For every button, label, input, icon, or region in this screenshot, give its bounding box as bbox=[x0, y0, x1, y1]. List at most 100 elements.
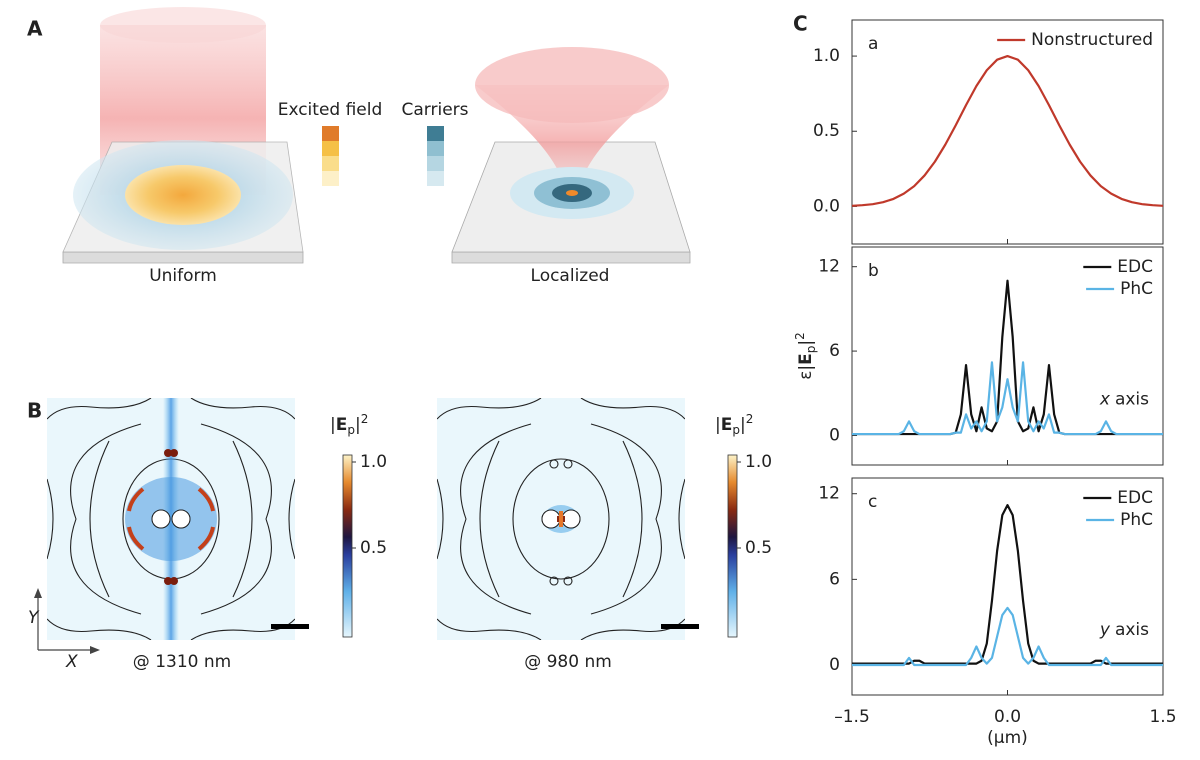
plot-frame bbox=[851, 477, 1164, 696]
uniform-illustration-part bbox=[100, 7, 266, 43]
legend-swatches-part bbox=[322, 141, 339, 156]
legend-label: Nonstructured bbox=[1031, 30, 1153, 50]
colorbar bbox=[342, 454, 353, 638]
colorbar-title-part: 2 bbox=[361, 412, 369, 426]
legend-label: EDC bbox=[1117, 488, 1153, 508]
legend-swatches-part bbox=[322, 171, 339, 186]
annotation-text: axis bbox=[1115, 620, 1149, 640]
y-tick-label: 0.5 bbox=[813, 121, 840, 141]
y-axis-label-part: 2 bbox=[793, 332, 807, 340]
legend-swatches-part bbox=[427, 141, 444, 156]
colorbar bbox=[727, 454, 738, 638]
data-line bbox=[851, 54, 1164, 207]
field-map-part bbox=[559, 511, 563, 527]
uniform-illustration-part bbox=[125, 165, 241, 225]
axis-arrows-part bbox=[34, 588, 100, 654]
colorbar-title-part: | bbox=[715, 415, 721, 435]
y-tick-label: 0 bbox=[829, 425, 840, 445]
colorbar-tick-label: 1.0 bbox=[745, 452, 772, 472]
caption: Uniform bbox=[149, 266, 217, 286]
y-tick-label: 12 bbox=[818, 257, 840, 277]
annotation-text: axis bbox=[1115, 390, 1149, 410]
panel-letter: A bbox=[27, 17, 43, 41]
colorbar-title: |Ep|2 bbox=[330, 412, 368, 437]
caption: @ 1310 nm bbox=[133, 652, 231, 672]
y-tick-label: 0 bbox=[829, 655, 840, 675]
y-axis-label: ε|Ep|2 bbox=[793, 332, 818, 380]
colorbar-tick-label: 1.0 bbox=[360, 452, 387, 472]
y-tick-label: 6 bbox=[829, 569, 840, 589]
legend-swatches-part bbox=[322, 126, 339, 141]
x-axis-label: (μm) bbox=[987, 728, 1028, 748]
panel-letter: B bbox=[27, 399, 42, 423]
field-map bbox=[47, 398, 309, 640]
uniform-illustration-part bbox=[62, 251, 304, 264]
subplot-label: a bbox=[868, 34, 878, 54]
annotation-variable: y bbox=[1099, 620, 1111, 640]
annotation-variable: x bbox=[1099, 390, 1111, 410]
legend-label: EDC bbox=[1117, 257, 1153, 277]
colorbar-title-part: p bbox=[347, 423, 355, 437]
field-map-part bbox=[549, 459, 559, 469]
localized-illustration-part bbox=[475, 47, 669, 123]
legend-swatches-part bbox=[427, 171, 444, 186]
plot-frame bbox=[851, 19, 1164, 245]
field-map-part bbox=[125, 477, 217, 561]
field-map bbox=[437, 398, 699, 640]
x-tick-label: –1.5 bbox=[834, 707, 870, 727]
x-tick-label: 0.0 bbox=[994, 707, 1021, 727]
subplot-label: c bbox=[868, 492, 877, 512]
colorbar-title-part: E bbox=[336, 415, 348, 435]
legend-swatches-part bbox=[427, 126, 444, 141]
colorbar-title-part: E bbox=[721, 415, 733, 435]
uniform-illustration bbox=[62, 7, 304, 264]
colorbar-tick-label: 0.5 bbox=[360, 538, 387, 558]
axis-arrows-part bbox=[37, 592, 96, 651]
y-axis-label-part: E bbox=[796, 353, 816, 365]
caption: Localized bbox=[531, 266, 610, 286]
field-map-part bbox=[170, 577, 178, 585]
field-map-part bbox=[164, 577, 172, 585]
caption: @ 980 nm bbox=[524, 652, 612, 672]
localized-illustration bbox=[451, 47, 691, 264]
x-tick-label: 1.5 bbox=[1149, 707, 1176, 727]
y-axis-label-part: ε| bbox=[796, 365, 816, 380]
annotation: x axis bbox=[1099, 390, 1149, 410]
legend-swatches bbox=[322, 126, 444, 186]
legend-label: PhC bbox=[1120, 279, 1153, 299]
field-map-part bbox=[549, 576, 559, 586]
colorbar-title: |Ep|2 bbox=[715, 412, 753, 437]
field-map-part bbox=[164, 449, 172, 457]
data-line bbox=[852, 606, 1163, 667]
colorbar-title-part: | bbox=[355, 415, 361, 435]
colorbar-title-part: p bbox=[732, 423, 740, 437]
field-map-part bbox=[563, 459, 573, 469]
field-map-part bbox=[127, 487, 215, 551]
panel-letter: C bbox=[793, 12, 808, 36]
colorbar-title-part: 2 bbox=[746, 412, 754, 426]
axis-label: X bbox=[65, 652, 78, 672]
field-map-part bbox=[170, 449, 178, 457]
annotation: y axis bbox=[1099, 620, 1149, 640]
y-axis-label-part: p bbox=[804, 346, 818, 354]
y-tick-label: 1.0 bbox=[813, 46, 840, 66]
field-map-part bbox=[661, 624, 699, 629]
axis-arrows bbox=[34, 588, 100, 654]
data-line bbox=[852, 361, 1163, 436]
legend-swatches-part bbox=[322, 156, 339, 171]
y-tick-label: 12 bbox=[818, 484, 840, 504]
y-tick-label: 0.0 bbox=[813, 196, 840, 216]
subplot-label: b bbox=[868, 261, 879, 281]
field-map-part bbox=[171, 509, 191, 529]
colorbar-title-part: | bbox=[740, 415, 746, 435]
axis-label: Y bbox=[28, 608, 40, 628]
field-map-part bbox=[563, 516, 565, 522]
legend-swatches-part bbox=[427, 156, 444, 171]
legend-title: Carriers bbox=[402, 100, 469, 120]
y-axis-label-part: | bbox=[796, 340, 816, 346]
field-map-part bbox=[557, 516, 559, 522]
legend-title: Excited field bbox=[278, 100, 383, 120]
field-map-part bbox=[271, 624, 309, 629]
